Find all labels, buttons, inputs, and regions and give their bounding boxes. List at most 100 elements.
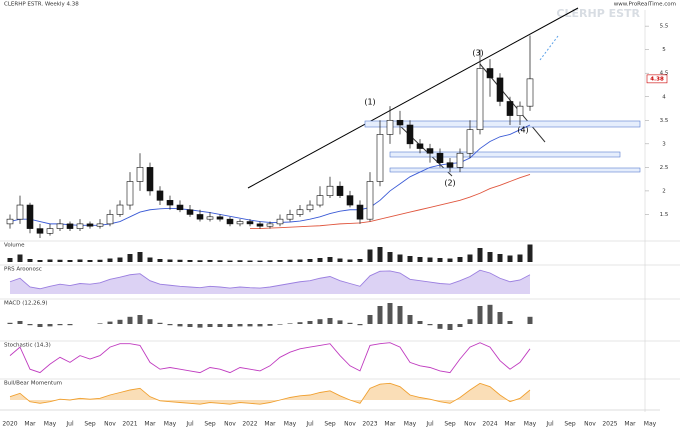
bar <box>17 321 23 324</box>
candle-body <box>276 218 284 225</box>
candle-body <box>386 119 394 135</box>
bar <box>227 260 233 262</box>
bar <box>307 321 313 324</box>
candle-body <box>246 221 254 225</box>
bar <box>207 324 213 327</box>
zone <box>364 120 641 128</box>
candle-body <box>256 223 264 227</box>
bar <box>427 324 433 326</box>
x-tick-label: Sep <box>564 421 576 428</box>
x-tick-label: Mar <box>624 421 636 428</box>
bar <box>227 324 233 327</box>
bar <box>437 258 443 262</box>
bar <box>467 319 473 324</box>
candle-body <box>466 129 474 154</box>
bar <box>167 324 173 326</box>
candle-body <box>506 101 514 116</box>
candle-body <box>516 105 524 116</box>
bar <box>377 306 383 324</box>
bar <box>197 324 203 328</box>
y-tick-label: 2.5 <box>660 165 669 171</box>
bar <box>287 259 293 262</box>
candle-body <box>166 200 174 206</box>
zone <box>389 151 621 158</box>
x-tick-label: Jul <box>305 421 314 428</box>
indicator-line <box>9 342 531 374</box>
candle-body <box>86 223 94 227</box>
wave-label: (3) <box>472 49 483 58</box>
bar <box>97 259 103 262</box>
candle-body <box>36 228 44 234</box>
bar <box>527 316 533 324</box>
bar <box>37 260 43 262</box>
x-tick-label: Jul <box>65 421 74 428</box>
bar <box>317 258 323 262</box>
bar <box>87 260 93 262</box>
bar <box>347 259 353 262</box>
candle-body <box>226 218 234 225</box>
bar <box>397 306 403 324</box>
bar <box>47 259 53 262</box>
bar <box>397 254 403 262</box>
candle-body <box>116 204 124 215</box>
candle-body <box>356 204 364 220</box>
bar <box>7 258 13 262</box>
x-tick-label: May <box>164 421 177 428</box>
x-tick-label: Nov <box>224 421 236 428</box>
bar <box>147 319 153 324</box>
moving-average <box>250 174 531 230</box>
bar <box>137 252 143 262</box>
candle-body <box>236 221 244 225</box>
candle-body <box>436 152 444 163</box>
panel-title: MACD (12,26,9) <box>4 301 48 307</box>
x-tick-label: Mar <box>24 421 36 428</box>
candle-body <box>126 181 134 206</box>
candle-body <box>296 209 304 215</box>
bar <box>527 244 533 262</box>
bar <box>157 259 163 262</box>
bar <box>47 324 53 327</box>
bar <box>167 259 173 262</box>
chart-title: CLERHP ESTR. Weekly 4.38 <box>4 2 79 8</box>
bar <box>437 324 443 329</box>
panel-title: PRS Aroonosc <box>4 267 42 273</box>
bar <box>387 252 393 262</box>
bar <box>107 321 113 324</box>
bar <box>77 259 83 262</box>
last-price-label: 4.38 <box>650 76 664 82</box>
wave-label: (4) <box>517 126 528 135</box>
bar <box>127 316 133 324</box>
candle-body <box>476 68 484 131</box>
bar <box>507 255 513 262</box>
candle-body <box>446 162 454 168</box>
candle-body <box>326 185 334 196</box>
bar <box>17 254 23 262</box>
bar <box>417 321 423 324</box>
bar <box>337 320 343 324</box>
candle-body <box>186 209 194 215</box>
bar <box>7 322 13 324</box>
bar <box>307 259 313 262</box>
last-price-box <box>646 74 668 84</box>
y-tick-label: 2 <box>662 188 666 194</box>
candle-body <box>26 204 34 229</box>
candle-body <box>206 216 214 220</box>
bar <box>247 260 253 262</box>
bar <box>317 319 323 324</box>
bar <box>497 312 503 324</box>
candle-body <box>156 190 164 201</box>
x-tick-label: Sep <box>84 421 96 428</box>
candle-body <box>486 68 494 79</box>
wave-label: (2) <box>444 179 455 188</box>
candle-body <box>306 204 314 211</box>
candle-body <box>16 204 24 220</box>
y-tick-label: 3 <box>662 141 666 147</box>
bar <box>147 257 153 262</box>
bar <box>467 254 473 262</box>
bar <box>447 324 453 330</box>
x-tick-label: May <box>524 421 537 428</box>
bar <box>337 258 343 262</box>
bar <box>57 324 63 326</box>
candle-body <box>76 223 84 229</box>
